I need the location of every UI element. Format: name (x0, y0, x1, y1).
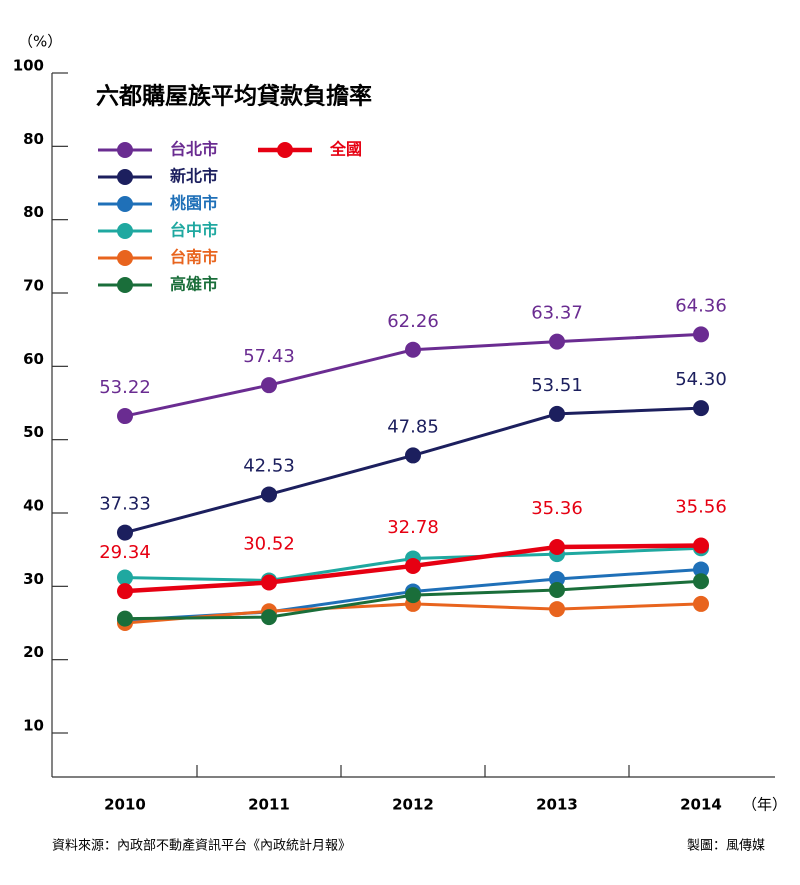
data-label: 29.34 (99, 542, 151, 563)
legend-label: 台中市 (170, 221, 218, 240)
data-point (693, 561, 709, 578)
data-label: 64.36 (675, 295, 727, 316)
legend-label: 桃園市 (170, 194, 218, 213)
legend-marker (117, 277, 133, 293)
data-point (405, 557, 421, 574)
legend-label: 新北市 (170, 167, 218, 186)
legend-label: 台北市 (170, 140, 218, 159)
data-point (117, 610, 133, 627)
chart-title: 六都購屋族平均貸款負擔率 (96, 83, 372, 110)
data-label: 53.22 (99, 377, 151, 398)
data-label: 32.78 (387, 517, 439, 538)
data-point (261, 574, 277, 591)
data-label: 35.56 (675, 497, 727, 518)
data-label: 42.53 (243, 455, 295, 476)
legend-label: 全國 (329, 140, 362, 159)
data-point (405, 341, 421, 358)
source: 資料來源：內政部不動產資訊平台《內政統計月報》 (52, 838, 351, 854)
data-point (549, 539, 565, 556)
data-point (261, 377, 277, 394)
data-point (261, 609, 277, 626)
x-unit: （年） (742, 796, 787, 814)
data-label: 62.26 (387, 311, 439, 332)
data-point (549, 333, 565, 350)
data-label: 57.43 (243, 346, 295, 367)
x-tick-label: 2011 (248, 796, 290, 814)
legend-marker (117, 169, 133, 185)
data-label: 30.52 (243, 534, 295, 555)
data-label: 63.37 (531, 303, 583, 324)
x-tick-label: 2012 (392, 796, 434, 814)
y-tick-label: 30 (23, 570, 44, 588)
y-tick-label: 80 (23, 130, 44, 148)
data-point (261, 486, 277, 503)
data-label: 54.30 (675, 369, 727, 390)
data-point (693, 573, 709, 590)
y-tick-label: 80 (23, 203, 44, 221)
data-point (693, 326, 709, 343)
data-label: 37.33 (99, 494, 151, 515)
data-point (117, 524, 133, 541)
data-point (117, 408, 133, 425)
y-tick-label: 50 (23, 423, 44, 441)
y-tick-label: 40 (23, 497, 44, 515)
legend-label: 台南市 (170, 248, 218, 267)
data-point (549, 571, 565, 587)
legend-label: 高雄市 (170, 275, 218, 294)
x-tick-label: 2013 (536, 796, 578, 814)
data-label: 47.85 (387, 416, 439, 437)
y-tick-label: 70 (23, 277, 44, 295)
y-unit: （%） (18, 33, 62, 51)
x-tick-label: 2010 (104, 796, 146, 814)
legend-marker (277, 142, 293, 158)
legend-marker (117, 142, 133, 158)
data-point (549, 405, 565, 422)
legend-marker (117, 223, 133, 239)
y-tick-label: 60 (23, 350, 44, 368)
y-tick-label: 100 (13, 57, 44, 75)
y-tick-label: 20 (23, 643, 44, 661)
data-label: 53.51 (531, 375, 583, 396)
legend-marker (117, 250, 133, 266)
data-point (117, 569, 133, 586)
data-point (693, 595, 709, 612)
y-tick-label: 10 (23, 717, 44, 735)
x-tick-label: 2014 (680, 796, 722, 814)
data-point (693, 400, 709, 417)
data-point (549, 582, 565, 598)
data-point (117, 583, 133, 600)
data-point (549, 601, 565, 618)
data-label: 35.36 (531, 498, 583, 519)
credit: 製圖：風傳媒 (687, 839, 765, 854)
data-point (405, 587, 421, 604)
legend-marker (117, 196, 133, 212)
data-point (405, 447, 421, 464)
data-point (693, 537, 709, 554)
